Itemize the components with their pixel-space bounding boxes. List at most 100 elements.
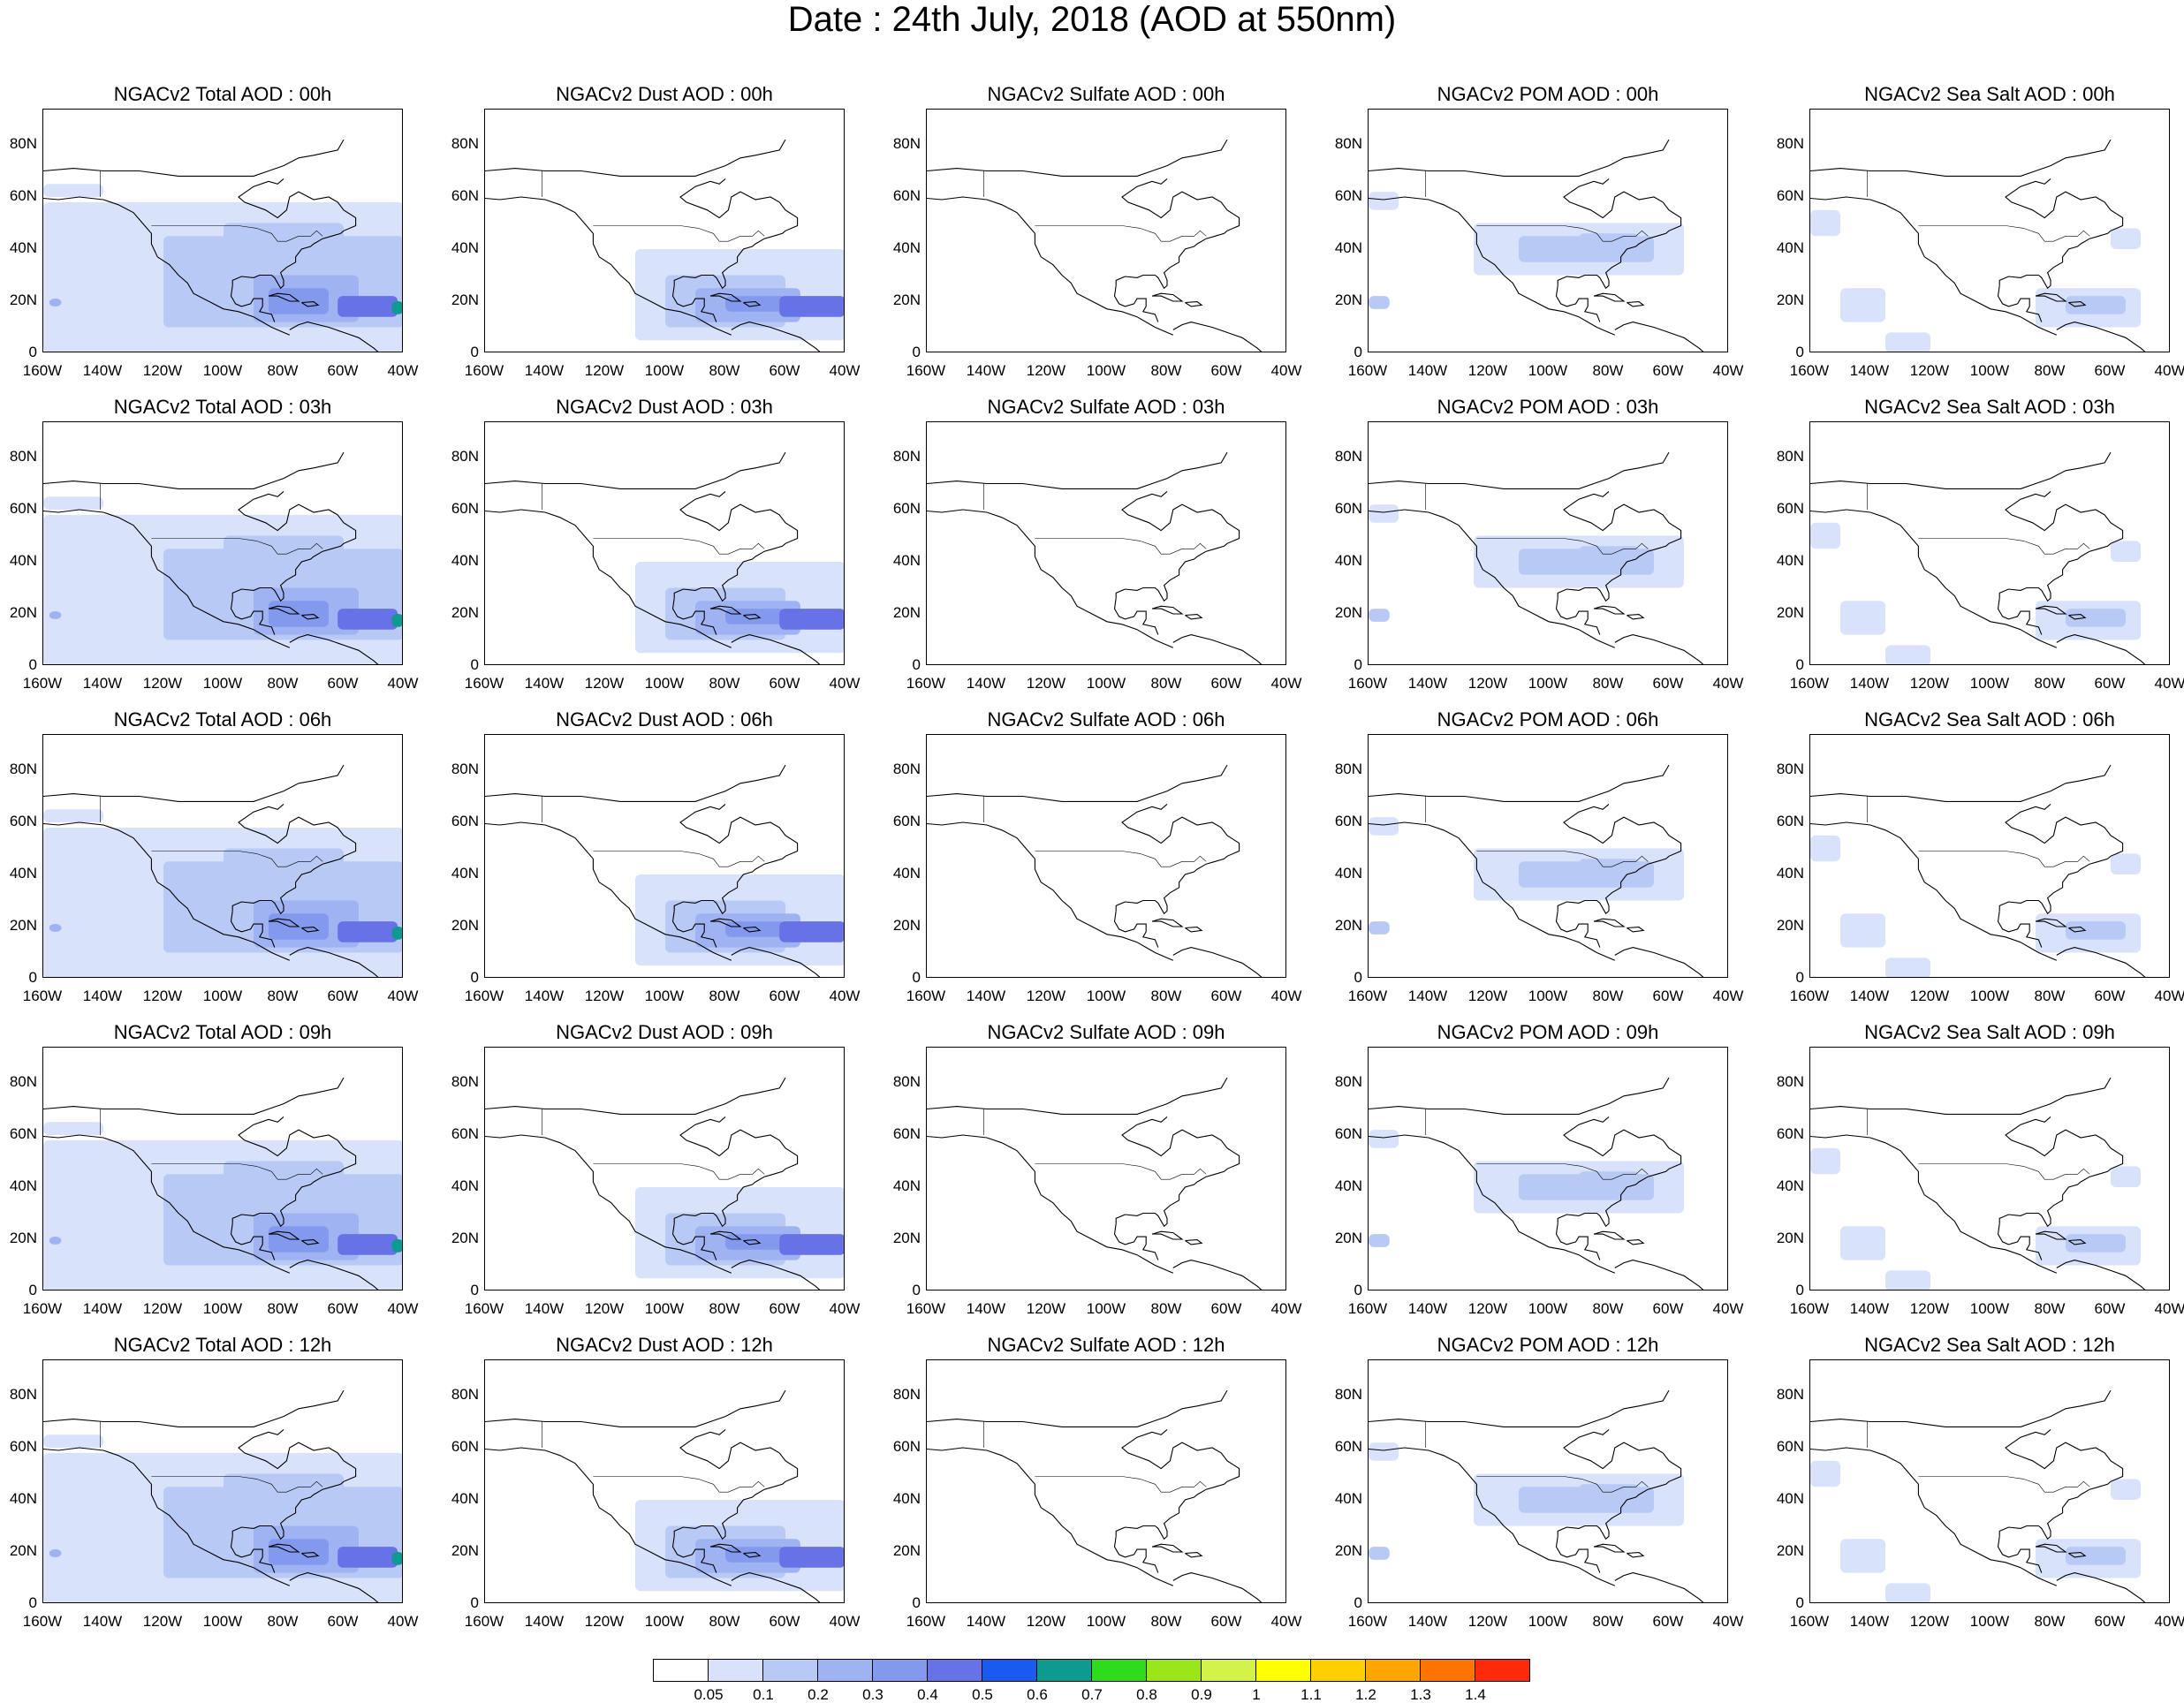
aod-shading bbox=[337, 296, 398, 317]
coastline bbox=[1185, 927, 1203, 933]
lon-tick-label: 40W bbox=[1712, 1613, 1744, 1630]
map-svg bbox=[43, 451, 402, 664]
coastline bbox=[43, 1077, 345, 1115]
coastline bbox=[1369, 821, 1616, 961]
lat-tick-label: 80N bbox=[892, 135, 921, 152]
lon-tick-label: 40W bbox=[829, 1613, 861, 1630]
lat-tick-label: 60N bbox=[1776, 813, 1804, 829]
lat-tick-label: 60N bbox=[9, 500, 37, 517]
lon-tick-label: 40W bbox=[1270, 362, 1302, 379]
map-content bbox=[1369, 139, 1704, 352]
lat-tick-label: 40N bbox=[892, 552, 921, 569]
colorbar-label: 1.1 bbox=[1301, 1686, 1322, 1703]
lon-tick-label: 140W bbox=[966, 362, 1006, 379]
lon-tick-label: 60W bbox=[769, 1300, 800, 1317]
lon-tick-label: 120W bbox=[142, 1300, 183, 1317]
lat-tick-label: 0 bbox=[912, 656, 921, 673]
lat-tick-label: 80N bbox=[1334, 1386, 1362, 1403]
lon-tick-label: 120W bbox=[1909, 1613, 1950, 1630]
lat-tick-label: 80N bbox=[1776, 1073, 1804, 1090]
colorbar-cell bbox=[1420, 1659, 1475, 1682]
lon-tick-label: 60W bbox=[327, 675, 359, 692]
aod-shading bbox=[1810, 1460, 1840, 1487]
aod-shading bbox=[49, 611, 62, 619]
coastline bbox=[1593, 918, 1626, 927]
aod-shading bbox=[391, 614, 402, 627]
aod-shading bbox=[725, 1234, 785, 1250]
coastline bbox=[709, 1543, 742, 1553]
map-panel bbox=[1809, 1359, 2170, 1603]
coastline bbox=[1151, 605, 1184, 615]
lat-tick-label: 40N bbox=[451, 552, 479, 569]
coastline bbox=[1369, 509, 1616, 648]
map-svg bbox=[1369, 1389, 1704, 1602]
lat-tick-label: 60N bbox=[451, 1438, 479, 1455]
lon-tick-label: 140W bbox=[1407, 675, 1448, 692]
lat-tick-label: 60N bbox=[9, 1438, 37, 1455]
colorbar bbox=[653, 1659, 1530, 1682]
colorbar-label: 0.9 bbox=[1191, 1686, 1212, 1703]
coastline bbox=[43, 509, 291, 648]
coastline bbox=[1614, 634, 1704, 664]
lon-tick-label: 140W bbox=[1407, 362, 1448, 379]
lon-tick-label: 120W bbox=[1026, 362, 1066, 379]
lat-tick-label: 80N bbox=[451, 1386, 479, 1403]
country-border bbox=[151, 538, 323, 555]
coastline bbox=[1614, 947, 1704, 977]
aod-shading bbox=[49, 924, 62, 932]
lat-tick-label: 20N bbox=[1334, 1542, 1362, 1559]
lon-tick-label: 160W bbox=[22, 988, 63, 1004]
coastline bbox=[485, 821, 732, 961]
lon-tick-label: 80W bbox=[267, 988, 299, 1004]
lon-tick-label: 60W bbox=[2094, 362, 2126, 379]
lon-tick-label: 160W bbox=[22, 1300, 63, 1317]
lon-tick-label: 60W bbox=[2094, 1613, 2126, 1630]
coastline bbox=[1810, 451, 2112, 489]
country-border bbox=[1476, 225, 1649, 242]
lon-tick-label: 80W bbox=[1592, 362, 1624, 379]
lat-tick-label: 60N bbox=[9, 187, 37, 204]
lat-tick-label: 20N bbox=[1776, 1542, 1804, 1559]
lat-tick-label: 40N bbox=[1334, 239, 1362, 256]
lon-tick-label: 100W bbox=[644, 1613, 685, 1630]
lon-tick-label: 140W bbox=[1849, 1300, 1890, 1317]
lon-tick-label: 80W bbox=[2034, 675, 2066, 692]
map-panel bbox=[926, 1359, 1286, 1603]
lon-tick-label: 100W bbox=[1086, 1613, 1126, 1630]
lon-tick-label: 60W bbox=[1652, 362, 1684, 379]
coastline bbox=[2056, 634, 2146, 664]
lat-tick-label: 80N bbox=[892, 1386, 921, 1403]
lon-tick-label: 100W bbox=[1528, 1300, 1568, 1317]
map-content bbox=[43, 1389, 402, 1602]
lat-tick-label: 0 bbox=[1795, 969, 1804, 986]
lon-tick-label: 140W bbox=[82, 988, 123, 1004]
coastline bbox=[1151, 292, 1184, 302]
aod-shading bbox=[391, 301, 402, 314]
lon-tick-label: 80W bbox=[2034, 988, 2066, 1004]
aod-shading bbox=[1810, 1147, 1840, 1175]
coastline bbox=[1810, 821, 2058, 961]
lat-tick-label: 20N bbox=[892, 291, 921, 308]
lat-tick-label: 60N bbox=[9, 813, 37, 829]
lat-tick-label: 40N bbox=[1334, 1490, 1362, 1507]
coastline bbox=[709, 292, 742, 302]
coastline bbox=[1614, 1572, 1704, 1602]
coastline bbox=[709, 1230, 742, 1240]
lon-tick-label: 60W bbox=[327, 988, 359, 1004]
lat-tick-label: 0 bbox=[1795, 344, 1804, 360]
lat-tick-label: 40N bbox=[1776, 552, 1804, 569]
lat-tick-label: 0 bbox=[470, 969, 479, 986]
lon-tick-label: 80W bbox=[2034, 362, 2066, 379]
lon-tick-label: 140W bbox=[82, 675, 123, 692]
lat-tick-label: 0 bbox=[28, 969, 37, 986]
map-panel bbox=[926, 421, 1286, 665]
colorbar-label: 0.05 bbox=[694, 1686, 724, 1703]
lon-tick-label: 60W bbox=[1652, 1300, 1684, 1317]
aod-shading bbox=[779, 1234, 844, 1255]
coastline bbox=[268, 605, 300, 615]
aod-shading bbox=[337, 1234, 398, 1255]
coastline bbox=[1113, 1223, 1159, 1260]
colorbar-label: 1 bbox=[1252, 1686, 1261, 1703]
colorbar-cell bbox=[708, 1659, 763, 1682]
lon-tick-label: 140W bbox=[1849, 362, 1890, 379]
